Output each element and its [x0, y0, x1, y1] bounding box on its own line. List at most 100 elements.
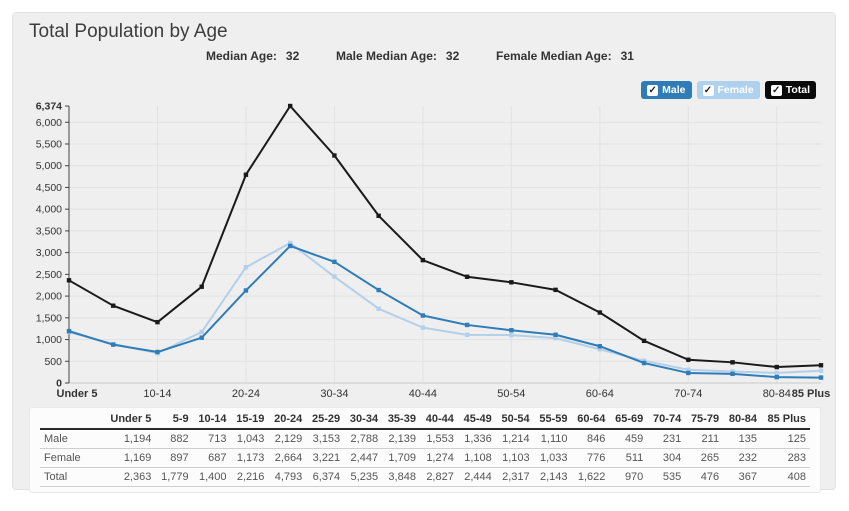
data-point-male[interactable]: [597, 344, 603, 349]
data-point-female[interactable]: [420, 325, 426, 330]
table-cell: 2,216: [230, 467, 269, 487]
data-point-female[interactable]: [553, 335, 558, 341]
data-point-female[interactable]: [818, 368, 824, 373]
table-column-header: 60-64: [571, 410, 610, 430]
table-row: Male 1,194 882 713 1,043 2,129 3,153 2,788 2,139…: [40, 429, 810, 449]
table-column-header: 15-19: [230, 410, 269, 430]
data-point-female[interactable]: [376, 306, 381, 311]
data-point-total[interactable]: [155, 319, 160, 325]
data-point-male[interactable]: [376, 287, 381, 293]
data-point-male[interactable]: [66, 328, 72, 334]
data-point-total[interactable]: [509, 280, 514, 285]
x-axis-tick-label: 10-14: [143, 388, 171, 400]
table-cell: 846: [571, 429, 610, 449]
data-point-total[interactable]: [553, 287, 558, 293]
data-point-female[interactable]: [509, 332, 514, 338]
data-point-total[interactable]: [597, 310, 603, 315]
y-axis-tick-label: 500: [44, 356, 62, 368]
data-point-total[interactable]: [730, 360, 735, 365]
table-cell: 304: [647, 448, 686, 468]
data-point-male[interactable]: [774, 374, 779, 380]
data-point-male[interactable]: [730, 371, 735, 377]
series-line-female: [68, 242, 822, 374]
table-cell: 1,336: [457, 429, 496, 449]
table-cell: 1,274: [419, 448, 458, 468]
table-cell: 1,173: [230, 448, 269, 468]
table-cell: 459: [609, 429, 648, 449]
table-column-header: 55-59: [533, 410, 572, 430]
data-point-total[interactable]: [774, 364, 779, 370]
data-point-male[interactable]: [243, 288, 249, 293]
data-point-male[interactable]: [553, 332, 558, 337]
y-axis-tick-label: 3,500: [36, 225, 62, 237]
total-series-toggle[interactable]: ✓ Total: [764, 81, 816, 99]
data-point-female[interactable]: [774, 370, 779, 376]
data-point-female[interactable]: [464, 332, 470, 338]
y-axis-tick-label: 2,500: [36, 269, 62, 281]
y-axis-tick-label: 4,000: [36, 204, 62, 216]
table-column-header: 40-44: [419, 410, 458, 430]
data-point-male[interactable]: [509, 328, 514, 333]
data-point-female[interactable]: [243, 265, 249, 270]
data-point-male[interactable]: [818, 375, 824, 380]
x-axis-tick-label: 60-64: [586, 388, 614, 400]
data-point-male[interactable]: [287, 243, 293, 249]
male-median-age-value: 32: [445, 49, 460, 63]
table-cell: 776: [571, 448, 610, 468]
table-cell: 2,827: [419, 467, 458, 487]
data-point-total[interactable]: [111, 303, 116, 308]
table-cell: 1,043: [230, 429, 269, 449]
data-point-total[interactable]: [464, 274, 470, 279]
data-point-female[interactable]: [686, 367, 691, 372]
table-column-header: 85 Plus: [760, 410, 810, 430]
data-point-total[interactable]: [332, 153, 337, 158]
table-cell: 535: [647, 467, 686, 487]
male-legend-label: Male: [662, 84, 686, 96]
median-stats-row: Median Age: 32 Male Median Age: 32 Female …: [13, 49, 835, 65]
y-axis-tick-label: 0: [56, 378, 62, 390]
table-row: Total 2,363 1,779 1,400 2,216 4,793 6,374 5,235…: [40, 467, 810, 487]
data-point-female[interactable]: [332, 274, 337, 279]
data-point-female[interactable]: [730, 369, 735, 374]
table-cell: 1,103: [495, 448, 534, 468]
table-column-header: 30-34: [344, 410, 383, 430]
data-point-female[interactable]: [597, 347, 603, 352]
data-point-male[interactable]: [332, 259, 337, 265]
data-point-male[interactable]: [155, 349, 160, 355]
data-point-total[interactable]: [199, 284, 204, 289]
population-report-panel: Total Population by Age Median Age: 32 Ma…: [12, 12, 836, 493]
data-point-male[interactable]: [199, 335, 204, 340]
table-cell: 2,317: [495, 467, 534, 487]
data-point-total[interactable]: [66, 278, 72, 283]
male-series-toggle[interactable]: ✓ Male: [641, 81, 692, 99]
checkbox-checked-icon: ✓: [647, 84, 659, 96]
data-point-male[interactable]: [111, 342, 116, 347]
data-point-total[interactable]: [376, 213, 381, 218]
data-point-female[interactable]: [199, 329, 204, 335]
data-point-total[interactable]: [818, 363, 824, 368]
data-point-male[interactable]: [420, 313, 426, 318]
data-point-male[interactable]: [641, 360, 647, 366]
table-cell: 1,622: [571, 467, 610, 487]
data-point-total[interactable]: [641, 338, 647, 344]
table-cell: 3,221: [306, 448, 345, 468]
page-title: Total Population by Age: [29, 21, 228, 42]
row-label: Total: [40, 467, 104, 487]
data-point-male[interactable]: [686, 370, 691, 376]
x-axis-tick-label: 80-84: [763, 388, 791, 400]
data-point-male[interactable]: [464, 322, 470, 328]
data-point-total[interactable]: [686, 357, 691, 362]
data-point-total[interactable]: [287, 103, 293, 109]
table-column-header: 50-54: [495, 410, 534, 430]
y-axis-tick-label: 5,500: [36, 138, 62, 150]
table-cell: 265: [685, 448, 724, 468]
table-cell: 1,108: [457, 448, 496, 468]
median-age-stat: Median Age: 32: [206, 49, 299, 63]
data-point-total[interactable]: [420, 257, 426, 263]
data-point-female[interactable]: [641, 358, 647, 363]
data-point-total[interactable]: [243, 172, 249, 177]
female-series-toggle[interactable]: ✓ Female: [696, 81, 760, 99]
x-axis-tick-label: 70-74: [674, 388, 702, 400]
table-cell: 283: [760, 448, 810, 468]
data-point-female[interactable]: [287, 240, 293, 246]
